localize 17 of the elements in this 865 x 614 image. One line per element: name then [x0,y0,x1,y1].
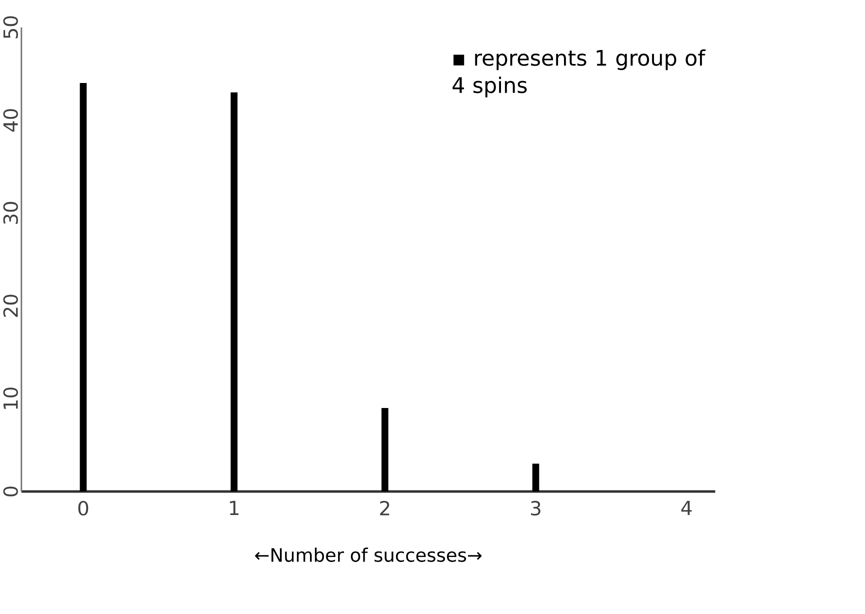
bar [532,464,540,492]
x-tick-label: 0 [78,500,88,516]
y-tick-label: 30 [3,202,18,224]
annotation: ▪ represents 1 group of 4 spins [452,50,706,98]
x-axis-title: ←Number of successes→ [255,548,482,562]
x-tick-label: 3 [531,500,540,516]
y-tick-label: 40 [3,109,18,132]
bar [230,92,238,492]
y-tick-label: 0 [3,486,18,497]
x-tick-label: 1 [230,500,238,516]
y-tick-label: 10 [3,388,18,410]
bar [80,83,87,492]
x-tick-label: 2 [380,500,390,516]
y-tick-label: 50 [3,16,18,38]
bar [381,408,388,492]
y-tick-label: 20 [3,294,18,317]
x-tick-label: 4 [681,500,692,516]
